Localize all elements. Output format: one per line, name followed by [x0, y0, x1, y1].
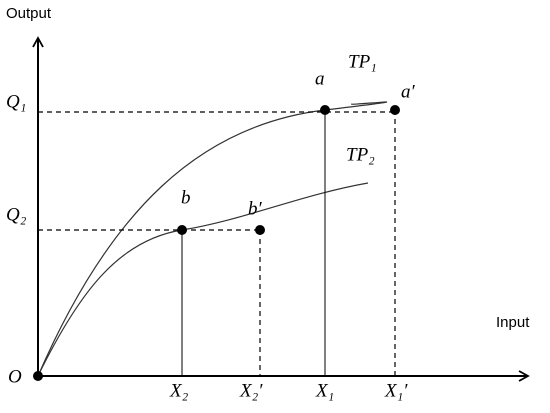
q2-label: Q₂ [6, 204, 27, 225]
x-axis-label: Input [496, 314, 530, 331]
point-b-prime [255, 225, 265, 235]
q1-label: Q₁ [6, 91, 26, 112]
x1-prime-label: X₁′ [384, 380, 408, 401]
origin-point [33, 371, 43, 381]
tp1-label: TP₁ [348, 51, 377, 72]
point-a-label: a [315, 68, 325, 89]
x2-label: X₂ [169, 380, 189, 401]
origin-label: O [8, 366, 22, 387]
point-a-prime [390, 105, 400, 115]
tp2-label: TP₂ [346, 144, 375, 165]
x1-label: X₁ [315, 380, 334, 401]
point-b-label: b [181, 187, 191, 208]
tp1-curve [37, 101, 388, 377]
point-a [320, 105, 330, 115]
point-b [177, 225, 187, 235]
x2-prime-label: X₂′ [239, 380, 263, 401]
point-b-prime-label: b′ [248, 198, 263, 219]
y-axis-label: Output [6, 5, 52, 22]
point-a-prime-label: a′ [401, 81, 416, 102]
